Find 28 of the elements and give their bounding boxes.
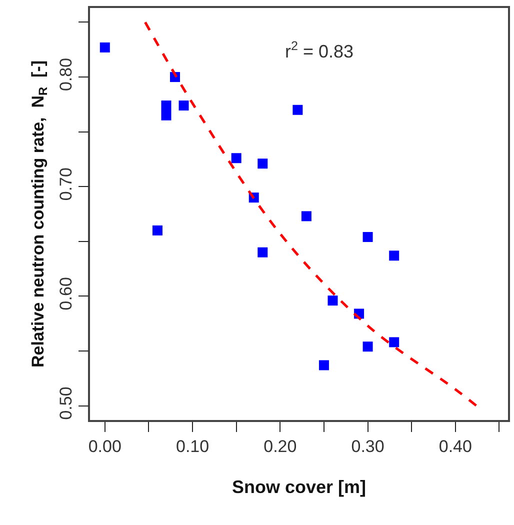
point [292, 104, 303, 115]
point [161, 100, 172, 111]
point [258, 247, 268, 258]
y-tick-label: 0.60 [56, 277, 76, 310]
x-tick-label: 0.00 [88, 437, 122, 456]
annotation: r$^{2}$ = 0.83 [285, 39, 354, 62]
point [362, 342, 373, 352]
point [318, 360, 329, 370]
point [100, 42, 110, 52]
point [362, 232, 373, 242]
y-tick-label: 0.50 [56, 386, 76, 420]
point [328, 296, 338, 306]
line-series [144, 20, 478, 408]
x-tick-label: 0.30 [351, 437, 384, 456]
point [258, 158, 268, 169]
y-tick-label: 0.80 [56, 58, 76, 92]
point [178, 100, 189, 111]
point [161, 110, 172, 120]
x-tick-label: 0.40 [438, 437, 472, 456]
point [301, 211, 312, 222]
point [389, 250, 400, 261]
x-tick-label: 0.10 [176, 437, 210, 456]
y-tick-label: 0.70 [56, 168, 76, 201]
point [389, 337, 400, 348]
point [231, 153, 242, 164]
point [152, 225, 162, 236]
x-tick-label: 0.20 [264, 437, 297, 456]
x-axis-title: Snow cover [m] [232, 476, 366, 497]
